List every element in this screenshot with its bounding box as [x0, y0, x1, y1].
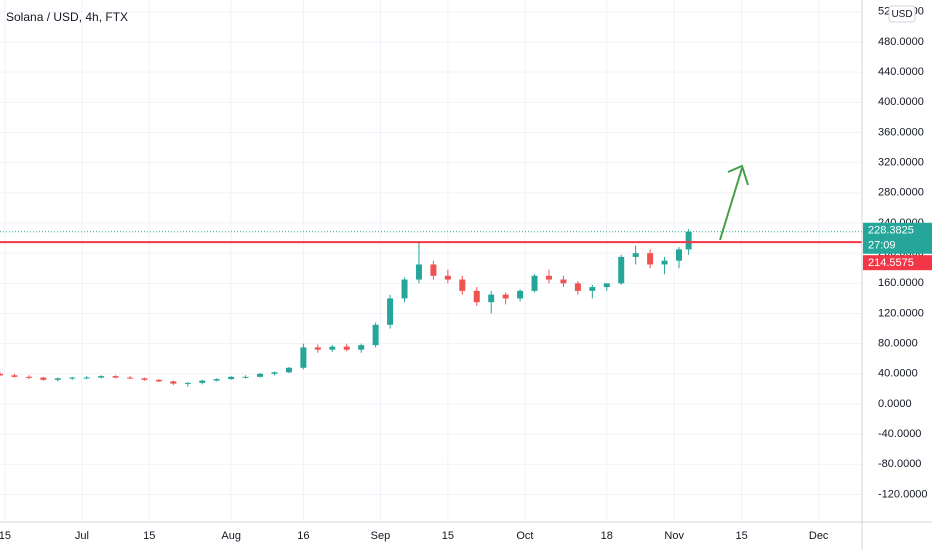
candle-body — [517, 290, 524, 299]
y-tick-label: 360.0000 — [878, 126, 924, 138]
candle-body — [401, 279, 408, 299]
candle-body — [603, 283, 610, 288]
candle-body — [54, 378, 61, 380]
candle-body — [184, 382, 191, 384]
candle-body — [545, 275, 552, 280]
candle-body — [430, 264, 437, 276]
candle-body — [83, 377, 90, 379]
candle-body — [473, 290, 480, 303]
y-tick-label: 280.0000 — [878, 187, 924, 199]
candle-body — [199, 380, 206, 383]
candle-body — [444, 275, 451, 280]
candle-body — [127, 377, 134, 379]
hline-box — [863, 255, 932, 271]
chart-title: Solana / USD, 4h, FTX — [6, 10, 128, 24]
candle-body — [589, 287, 596, 291]
x-tick-label: 15 — [735, 530, 747, 542]
candle-body — [618, 256, 625, 284]
x-tick-label: 15 — [0, 530, 11, 542]
candle-body — [685, 231, 692, 250]
candle-body — [141, 378, 148, 380]
hline-label: 214.5575 — [868, 257, 914, 269]
candle-body — [387, 298, 394, 325]
candle-body — [661, 260, 668, 265]
arrow-head — [727, 164, 749, 186]
last-price-box — [863, 222, 932, 254]
candle-body — [372, 324, 379, 346]
currency-badge[interactable] — [888, 5, 916, 23]
arrow-shaft — [719, 167, 743, 241]
x-tick-label: Jul — [75, 530, 89, 542]
candle-body — [415, 264, 422, 280]
candle-body — [69, 377, 76, 379]
y-tick-label: 480.0000 — [878, 36, 924, 48]
candle-body — [40, 377, 47, 380]
candle-body — [632, 253, 639, 257]
candle-body — [502, 294, 509, 299]
candle-body — [98, 376, 105, 378]
x-tick-label: Sep — [371, 530, 391, 542]
candle-body — [560, 279, 567, 284]
y-tick-label: 80.0000 — [878, 338, 918, 350]
y-tick-label: 0.0000 — [878, 398, 912, 410]
price-labels: 228.3825 27:09 214.5575 — [863, 222, 932, 271]
candle-body — [574, 283, 581, 291]
candle-body — [329, 346, 336, 350]
candle-body — [459, 279, 466, 291]
x-tick-label: 15 — [143, 530, 155, 542]
candle-body — [343, 346, 350, 350]
candle-body — [112, 376, 119, 378]
candle-body — [488, 294, 495, 303]
x-tick-label: 18 — [601, 530, 613, 542]
candle-body — [213, 379, 220, 381]
grid — [0, 0, 862, 522]
candle-body — [25, 376, 32, 378]
x-tick-label: Dec — [809, 530, 829, 542]
candle-body — [676, 249, 683, 261]
candle-body — [228, 376, 235, 380]
candle-body — [11, 375, 18, 377]
candle-body — [170, 381, 177, 384]
y-tick-label: 400.0000 — [878, 96, 924, 108]
last-price-label: 228.3825 — [868, 225, 914, 237]
y-tick-label: -120.0000 — [878, 488, 928, 500]
y-tick-label: -80.0000 — [878, 458, 921, 470]
countdown-label: 27:09 — [868, 240, 896, 252]
axes: 520.0000480.0000440.0000400.0000360.0000… — [0, 6, 928, 542]
candle-body — [242, 376, 249, 378]
candle-body — [300, 347, 307, 368]
currency-text: USD — [891, 9, 912, 20]
candle-body — [285, 367, 292, 373]
candle-body — [314, 347, 321, 350]
y-tick-label: 320.0000 — [878, 157, 924, 169]
y-tick-label: 440.0000 — [878, 66, 924, 78]
y-tick-label: 160.0000 — [878, 277, 924, 289]
plot — [0, 229, 862, 387]
candle-body — [0, 373, 3, 376]
y-tick-label: -40.0000 — [878, 428, 921, 440]
candle-body — [647, 253, 654, 265]
x-tick-label: Nov — [664, 530, 684, 542]
candle-body — [155, 379, 162, 382]
candle-body — [257, 373, 264, 377]
x-tick-label: Aug — [221, 530, 241, 542]
x-tick-label: Oct — [516, 530, 533, 542]
x-tick-label: 15 — [442, 530, 454, 542]
candle-body — [531, 275, 538, 291]
y-tick-label: 40.0000 — [878, 368, 918, 380]
x-tick-label: 16 — [297, 530, 309, 542]
y-tick-label: 120.0000 — [878, 307, 924, 319]
candle-body — [358, 345, 365, 350]
candle-body — [271, 372, 278, 374]
